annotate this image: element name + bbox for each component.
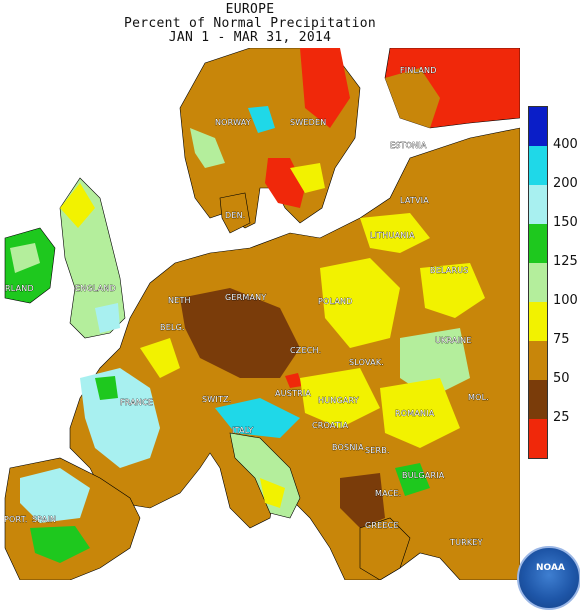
country-label: GERMANY — [225, 293, 266, 302]
legend-tick-label: 50 — [553, 371, 570, 386]
legend-tick-label: 75 — [553, 332, 570, 347]
legend-swatch — [528, 419, 548, 459]
central-dark — [180, 288, 300, 378]
legend-tick-label: 25 — [553, 410, 570, 425]
ireland-light — [10, 243, 40, 273]
legend-tick-label: 100 — [553, 293, 578, 308]
legend-swatch — [528, 146, 548, 185]
country-label: CROATIA — [312, 421, 349, 430]
country-label: BULGARIA — [402, 471, 445, 480]
noaa-logo — [517, 546, 580, 610]
country-label: LATVIA — [400, 196, 429, 205]
legend-swatch — [528, 224, 548, 263]
denmark-land — [219, 192, 251, 234]
poland-yellow — [320, 258, 400, 348]
france-yellow — [140, 338, 180, 378]
country-label: SWITZ. — [202, 395, 231, 404]
country-label: SERB. — [365, 446, 390, 455]
country-label: NORWAY — [215, 118, 251, 127]
map-date-range: JAN 1 - MAR 31, 2014 — [168, 30, 332, 45]
hungary-yellow — [300, 368, 380, 428]
country-labels: FINLAND NORWAY SWEDEN ESTONIA LATVIA DEN. LITH… — [4, 66, 489, 548]
legend-bar — [528, 106, 548, 459]
country-label: DEN. — [225, 211, 246, 220]
norway-cyan — [248, 106, 275, 133]
country-label: HUNGARY — [318, 396, 359, 405]
uk-cyan — [95, 303, 120, 333]
country-label: AUSTRIA — [275, 389, 311, 398]
country-label: ITALY — [232, 426, 253, 435]
noaa-logo-text: NOAA — [536, 563, 565, 573]
greece-land — [359, 517, 411, 580]
country-label: ROMANIA — [395, 409, 435, 418]
country-label: GREECE — [365, 521, 399, 530]
country-label: POLAND — [318, 297, 353, 306]
spain-green — [30, 526, 90, 563]
title-block: EUROPE Percent of Normal Precipitation J… — [0, 0, 580, 50]
country-label: BELARUS — [430, 266, 469, 275]
finland-brown — [385, 68, 440, 128]
country-label: FRANCE — [120, 398, 153, 407]
country-label: ENGLAND — [75, 284, 116, 293]
italy-yellow — [260, 478, 285, 508]
alps-cyan — [215, 398, 300, 438]
country-label: SPAIN — [32, 515, 56, 524]
spain-cyan — [20, 468, 90, 523]
country-label: ESTONIA — [390, 141, 427, 150]
country-label: BOSNIA — [332, 443, 364, 452]
country-label: TURKEY — [449, 538, 483, 547]
legend-swatch — [528, 302, 548, 341]
country-label: NETH — [168, 296, 191, 305]
country-label: PORT. — [4, 515, 28, 524]
sweden-yellow — [290, 163, 325, 193]
legend-tick-label: 200 — [553, 176, 578, 191]
precipitation-map: FINLAND NORWAY SWEDEN ESTONIA LATVIA DEN. LITH… — [0, 48, 520, 580]
legend-tick-label: 400 — [553, 137, 578, 152]
norway-red — [300, 48, 350, 128]
country-label: MACE. — [375, 489, 401, 498]
belarus-yellow — [420, 263, 485, 318]
france-green — [95, 376, 118, 400]
ukraine-green — [400, 328, 470, 398]
uk-yellow — [60, 183, 95, 228]
country-label: RLAND — [5, 284, 34, 293]
country-label: LITHUANIA — [370, 231, 415, 240]
norway-green — [190, 128, 225, 168]
country-label: UKRAINE — [435, 336, 472, 345]
country-label: SLOVAK. — [349, 358, 384, 367]
country-label: MOL. — [468, 393, 489, 402]
legend-swatch — [528, 341, 548, 380]
balkans-green — [395, 463, 430, 496]
austria-red — [285, 373, 302, 388]
balkans-darkbrown — [340, 473, 385, 528]
country-label: FINLAND — [400, 66, 437, 75]
map-region-title: EUROPE — [225, 2, 275, 17]
legend-swatch — [528, 106, 548, 146]
legend-tick-label: 125 — [553, 254, 578, 269]
legend-tick-label: 150 — [553, 215, 578, 230]
legend-swatch — [528, 185, 548, 224]
romania-yellow — [380, 378, 460, 448]
map-variable-title: Percent of Normal Precipitation — [124, 16, 376, 31]
legend-swatch — [528, 380, 548, 419]
country-label: CZECH. — [290, 346, 321, 355]
legend-swatch — [528, 263, 548, 302]
country-label: BELG. — [160, 323, 185, 332]
lithuania-yellow — [360, 213, 430, 253]
country-label: SWEDEN — [290, 118, 326, 127]
